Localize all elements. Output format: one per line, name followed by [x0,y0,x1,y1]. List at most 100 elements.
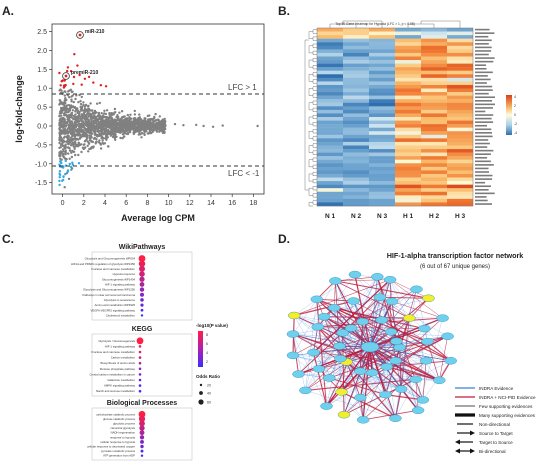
ma-point [77,144,81,147]
network-node [418,324,431,333]
heatmap-cell [317,145,343,150]
enrichment-term-label: glycolytic process [113,422,136,426]
heatmap-cell [343,181,369,185]
network-node [292,370,305,378]
heatmap-cell [447,124,473,128]
ma-point [114,111,117,114]
ma-point [70,98,73,101]
ma-point [97,130,100,133]
color-legend-title: -log10(P value) [196,323,228,328]
gene-label [475,32,495,34]
heatmap-cell [395,184,421,189]
heatmap-cell [447,198,473,203]
heatmap-cell [317,102,343,107]
ma-point [69,132,73,135]
network-edge [334,280,371,348]
network-legend-item: Non-directional [457,422,510,427]
heatmap-cell [317,92,343,96]
row-dendrogram [312,72,317,77]
annotation-label-mir210: miR-210 [85,29,105,35]
gene-label [475,85,493,88]
ma-point [82,131,85,134]
ma-point [78,110,81,114]
ma-point [89,116,93,119]
ma-point [211,125,215,128]
network-edge [343,378,416,416]
heatmap-cell [369,134,395,139]
ma-point [103,128,106,132]
ma-point [102,137,105,140]
network-node [311,323,324,331]
network-node [356,416,370,424]
ma-point [105,109,109,112]
network-edge [305,346,371,391]
network-node [389,356,402,365]
ma-point [100,112,103,115]
heatmap-cell [421,52,447,57]
heatmap-cell [447,28,473,32]
heatmap-cell [317,170,343,175]
gene-label [475,57,495,59]
heatmap-column-label: N 3 [377,213,388,220]
heatmap-cell [395,42,421,46]
heatmap-cell [421,106,447,111]
gene-label [475,35,489,38]
ma-point [65,135,69,139]
network-node [436,314,449,322]
heatmap-cell [447,195,473,200]
ma-point [74,129,78,133]
ma-point [81,120,84,123]
ma-point [72,82,75,86]
row-dendrogram [312,129,317,134]
network-node [354,393,367,402]
panel-d-label: D. [278,232,290,246]
heatmap-cell [343,77,369,82]
ma-point [146,114,149,118]
network-node [310,295,323,304]
network-node [329,277,342,285]
ma-point [59,129,62,132]
y-tick-label: -1.0 [35,161,47,168]
gene-label [475,135,493,138]
ma-point [83,135,87,138]
heatmap-cell [395,99,421,103]
ma-point [74,153,77,157]
ma-point [108,124,111,127]
network-node [354,367,367,376]
enrichment-dot [140,439,144,444]
x-tick-label: 0 [61,200,65,207]
size-legend-title: Odds Ratio [196,374,220,379]
legend-label: Few supporting evidences [479,404,533,409]
network-node [379,390,392,399]
network-title: HIF-1-alpha transcription factor network [387,251,524,260]
gene-label [475,53,489,56]
ma-point [76,111,79,115]
ma-point [155,130,159,133]
gene-label [475,67,487,70]
gene-label [475,82,487,84]
ma-point [81,133,84,136]
row-dendrogram [312,143,317,148]
network-edge [417,318,443,411]
enrichment-dot [138,384,142,387]
heatmap-cell [395,163,421,168]
network-legend-item: Target to Source [455,439,513,445]
row-dendrogram [312,115,317,119]
ma-point [75,137,79,141]
enrichment-term-label: Pentose phosphate pathway [100,367,136,371]
heatmap-cell [343,141,369,146]
ma-point [133,128,136,131]
ma-point [107,132,110,136]
ma-point [103,109,106,113]
row-dendrogram [308,74,313,82]
network-edge [427,341,452,362]
gene-label [475,196,487,198]
gene-label [475,117,492,120]
ma-point [88,109,92,112]
heatmap-cell [317,109,343,114]
heatmap-cell [343,152,369,157]
gene-label [475,164,494,166]
heatmap-cell [395,117,421,121]
network-edge [379,289,417,298]
ma-point [90,124,94,127]
